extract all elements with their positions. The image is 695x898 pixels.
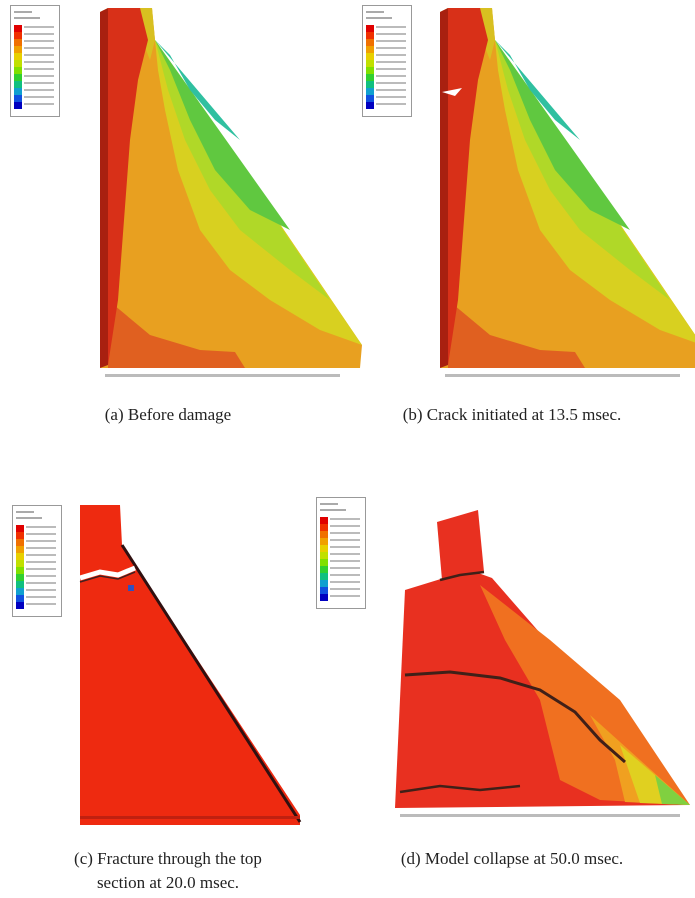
dam-model	[395, 510, 690, 817]
panel-a: (a) Before damage	[11, 6, 362, 424]
dam-model	[79, 505, 302, 825]
caption: section at 20.0 msec.	[97, 873, 239, 892]
legend	[11, 6, 60, 117]
panel-b: (b) Crack initiated at 13.5 msec.	[363, 6, 695, 424]
legend	[317, 498, 366, 609]
caption: (a) Before damage	[105, 405, 231, 424]
caption: (d) Model collapse at 50.0 msec.	[401, 849, 623, 868]
dam-model	[440, 8, 695, 377]
legend	[13, 506, 62, 617]
caption: (b) Crack initiated at 13.5 msec.	[403, 405, 622, 424]
crack	[442, 88, 462, 96]
panel-c: (c) Fracture through the top section at …	[13, 505, 302, 892]
legend	[363, 6, 412, 117]
dam-model	[100, 8, 362, 377]
panel-d: (d) Model collapse at 50.0 msec.	[317, 498, 690, 868]
caption: (c) Fracture through the top	[74, 849, 262, 868]
